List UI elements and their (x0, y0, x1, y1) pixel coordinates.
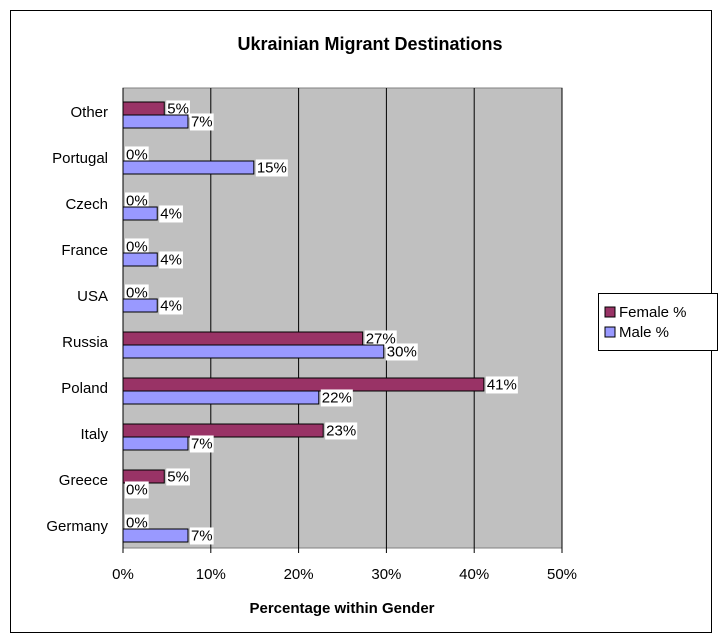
data-label-bg (159, 297, 183, 315)
data-label: 4% (160, 297, 182, 314)
x-tick-label: 20% (284, 566, 314, 583)
y-tick-label: USA (77, 288, 108, 305)
data-label: 23% (326, 422, 356, 439)
data-label-bg (166, 100, 190, 118)
data-label: 0% (126, 238, 148, 255)
y-tick-label: Poland (61, 380, 108, 397)
bar (122, 344, 385, 359)
bar (122, 252, 158, 267)
data-label-bg (189, 113, 214, 131)
x-tick-label: 10% (196, 566, 226, 583)
data-label-bg (159, 205, 183, 223)
data-label: 0% (126, 192, 148, 209)
y-tick-label: Portugal (52, 150, 108, 167)
x-axis-label: Percentage within Gender (249, 600, 434, 617)
bar (122, 206, 158, 221)
x-tick-label: 30% (371, 566, 401, 583)
data-label: 4% (160, 205, 182, 222)
bar (122, 528, 189, 543)
y-tick-label: Italy (80, 426, 108, 443)
y-tick-label: Greece (59, 472, 108, 489)
x-tick-label: 50% (547, 566, 577, 583)
legend-box (598, 293, 718, 351)
chart-title: Ukrainian Migrant Destinations (237, 34, 502, 54)
data-label: 5% (167, 468, 189, 485)
data-label: 7% (191, 527, 213, 544)
legend-swatch (604, 326, 616, 338)
data-label: 22% (322, 389, 352, 406)
y-tick-label: Czech (65, 196, 108, 213)
data-label: 7% (191, 435, 213, 452)
data-label-bg (325, 422, 358, 440)
data-label: 30% (387, 343, 417, 360)
legend-swatch (604, 306, 616, 318)
x-tick-label: 0% (112, 566, 134, 583)
data-label-bg (125, 481, 149, 499)
bar (122, 114, 189, 129)
data-label: 5% (167, 100, 189, 117)
x-tick-label: 40% (459, 566, 489, 583)
data-label-bg (125, 284, 149, 302)
bar (122, 298, 158, 313)
data-label-bg (125, 514, 149, 532)
data-label: 0% (126, 514, 148, 531)
data-label-bg (125, 146, 149, 164)
bar (122, 101, 165, 116)
data-label-bg (485, 376, 518, 394)
bar (122, 423, 324, 438)
bar (122, 377, 485, 392)
data-label: 27% (366, 330, 396, 347)
y-tick-label: Other (70, 104, 108, 121)
data-label-bg (189, 435, 214, 453)
bar (122, 331, 364, 346)
bar (122, 390, 320, 405)
data-label: 7% (191, 113, 213, 130)
data-label: 0% (126, 146, 148, 163)
data-label: 15% (257, 159, 287, 176)
data-label-bg (385, 343, 418, 361)
data-label: 0% (126, 481, 148, 498)
data-label-bg (255, 159, 288, 177)
y-tick-label: Germany (46, 518, 108, 535)
legend: Female % Male % (598, 293, 718, 351)
data-label-bg (166, 468, 190, 486)
data-label-bg (125, 192, 149, 210)
data-label-bg (364, 330, 397, 348)
legend-label: Female % (619, 304, 687, 321)
bar (122, 436, 189, 451)
data-label-bg (159, 251, 183, 269)
data-label-bg (320, 389, 353, 407)
data-label: 41% (487, 376, 517, 393)
data-label: 0% (126, 284, 148, 301)
y-tick-label: France (61, 242, 108, 259)
legend-label: Male % (619, 324, 669, 341)
bar (122, 160, 255, 175)
data-label: 4% (160, 251, 182, 268)
y-tick-label: Russia (62, 334, 109, 351)
data-label-bg (125, 238, 149, 256)
data-label-bg (189, 527, 214, 545)
